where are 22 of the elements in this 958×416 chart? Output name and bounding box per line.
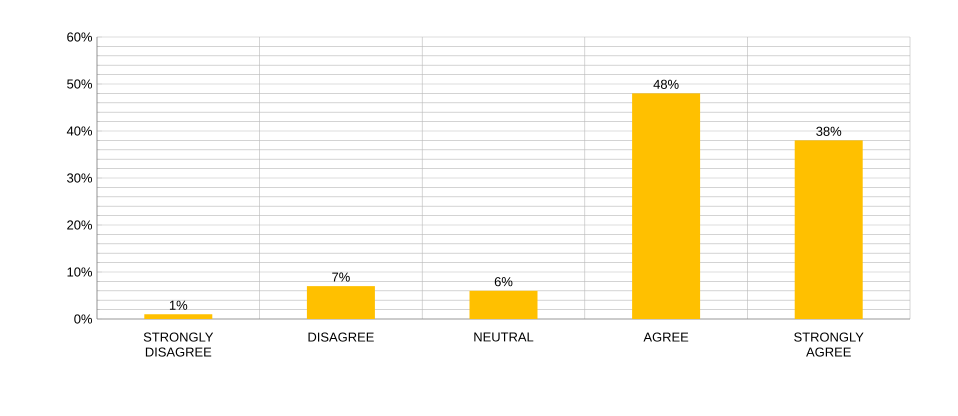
- data-label: 38%: [816, 126, 842, 136]
- y-tick-label: 10%: [68, 267, 92, 277]
- y-tick-label: 20%: [67, 220, 92, 230]
- bar: [794, 140, 863, 319]
- x-tick-label: STRONGLY DISAGREE: [144, 332, 214, 357]
- bar: [632, 93, 700, 319]
- data-label: 6%: [494, 277, 512, 286]
- data-label: 48%: [653, 80, 679, 89]
- y-tick-label: 40%: [66, 126, 92, 136]
- x-tick-label: DISAGREE: [308, 332, 374, 342]
- y-tick-label: 60%: [67, 32, 92, 42]
- bar: [306, 286, 375, 319]
- x-tick-label: AGREE: [643, 332, 688, 342]
- y-tick-label: 0%: [74, 314, 92, 324]
- x-tick-label: NEUTRAL: [474, 332, 534, 342]
- y-tick-label: 50%: [67, 79, 92, 89]
- y-tick-label: 30%: [67, 173, 92, 183]
- bar: [470, 290, 538, 319]
- bar: [144, 314, 212, 319]
- x-tick-label: STRONGLY AGREE: [794, 332, 864, 357]
- data-label: 1%: [170, 300, 188, 310]
- data-label: 7%: [332, 272, 350, 282]
